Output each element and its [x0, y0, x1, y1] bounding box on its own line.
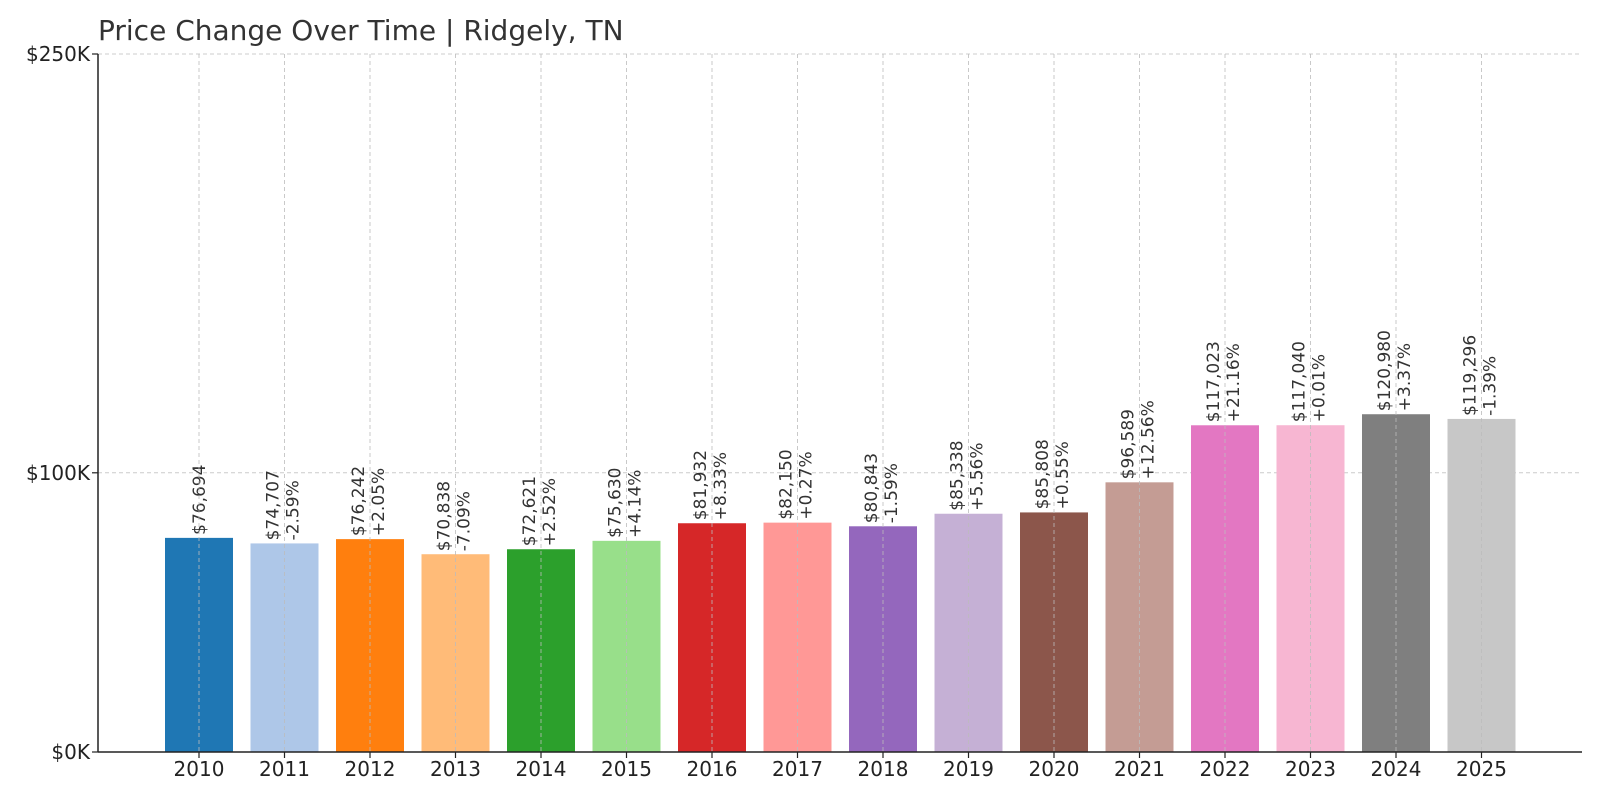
bar-change-label: +2.52% — [540, 478, 560, 546]
y-tick-label: $0K — [51, 740, 90, 764]
y-tick-label: $100K — [26, 461, 91, 485]
bar-value-label: $119,296 — [1461, 335, 1481, 416]
bar-change-label: -2.59% — [284, 480, 304, 540]
bar-value-label: $76,242 — [349, 466, 369, 536]
bar-value-label: $75,630 — [606, 468, 626, 538]
bar-value-label: $96,589 — [1119, 409, 1139, 479]
x-tick-label: 2014 — [516, 757, 567, 781]
bar-change-label: +2.05% — [369, 468, 389, 536]
bar-2020 — [1020, 512, 1088, 752]
bar-value-label: $70,838 — [435, 481, 455, 551]
bar-change-label: -1.59% — [882, 463, 902, 523]
chart-title: Price Change Over Time | Ridgely, TN — [98, 14, 624, 47]
bar-change-label: +0.55% — [1053, 441, 1073, 509]
x-tick-label: 2013 — [430, 757, 481, 781]
bar-change-label: +21.16% — [1224, 343, 1244, 422]
bar-value-label: $117,040 — [1290, 341, 1310, 422]
x-tick-label: 2022 — [1200, 757, 1251, 781]
bar-value-label: $80,843 — [862, 453, 882, 523]
x-tick-label: 2010 — [174, 757, 225, 781]
bar-value-label: $85,338 — [948, 440, 968, 510]
x-tick-label: 2024 — [1371, 757, 1422, 781]
x-tick-label: 2017 — [772, 757, 823, 781]
x-tick-label: 2025 — [1456, 757, 1507, 781]
bar-change-label: +5.56% — [968, 442, 988, 510]
bar-value-label: $85,808 — [1033, 439, 1053, 509]
bar-change-label: +12.56% — [1139, 400, 1159, 479]
x-tick-label: 2012 — [345, 757, 396, 781]
bar-change-label: -1.39% — [1481, 356, 1501, 416]
bar-labels: $76,694 $74,707 -2.59% $76,242 +2.05% $70,838… — [190, 330, 1501, 551]
x-tick-label: 2016 — [687, 757, 738, 781]
x-tick-label: 2011 — [259, 757, 310, 781]
x-tick-label: 2015 — [601, 757, 652, 781]
bar-value-label: $120,980 — [1375, 330, 1395, 411]
bar-value-label: $82,150 — [777, 449, 797, 519]
x-tick-label: 2020 — [1029, 757, 1080, 781]
bar-value-label: $81,932 — [691, 450, 711, 520]
bar-2019 — [934, 513, 1003, 752]
grid-lines — [98, 53, 1582, 474]
bar-value-label: $117,023 — [1204, 341, 1224, 422]
bar-change-label: +3.37% — [1395, 343, 1415, 411]
bar-value-label: $76,694 — [190, 465, 210, 535]
x-tick-label: 2021 — [1114, 757, 1165, 781]
bars — [165, 414, 1516, 752]
axes: $0K $100K $250K 2010 2011 2012 2013 2014 2015 201… — [26, 42, 1582, 781]
bar-value-label: $72,621 — [520, 476, 540, 546]
x-tick-label: 2019 — [943, 757, 994, 781]
bar-2011 — [250, 543, 319, 752]
bar-change-label: -7.09% — [455, 491, 475, 551]
x-tick-label: 2023 — [1285, 757, 1336, 781]
bar-change-label: +0.01% — [1310, 354, 1330, 422]
bar-change-label: +8.33% — [711, 452, 731, 520]
bar-change-label: +0.27% — [797, 451, 817, 519]
bar-change-label: +4.14% — [626, 470, 646, 538]
bar-value-label: $74,707 — [264, 470, 284, 540]
bar-2015 — [592, 540, 661, 752]
x-tick-label: 2018 — [858, 757, 909, 781]
y-tick-label: $250K — [26, 42, 91, 66]
